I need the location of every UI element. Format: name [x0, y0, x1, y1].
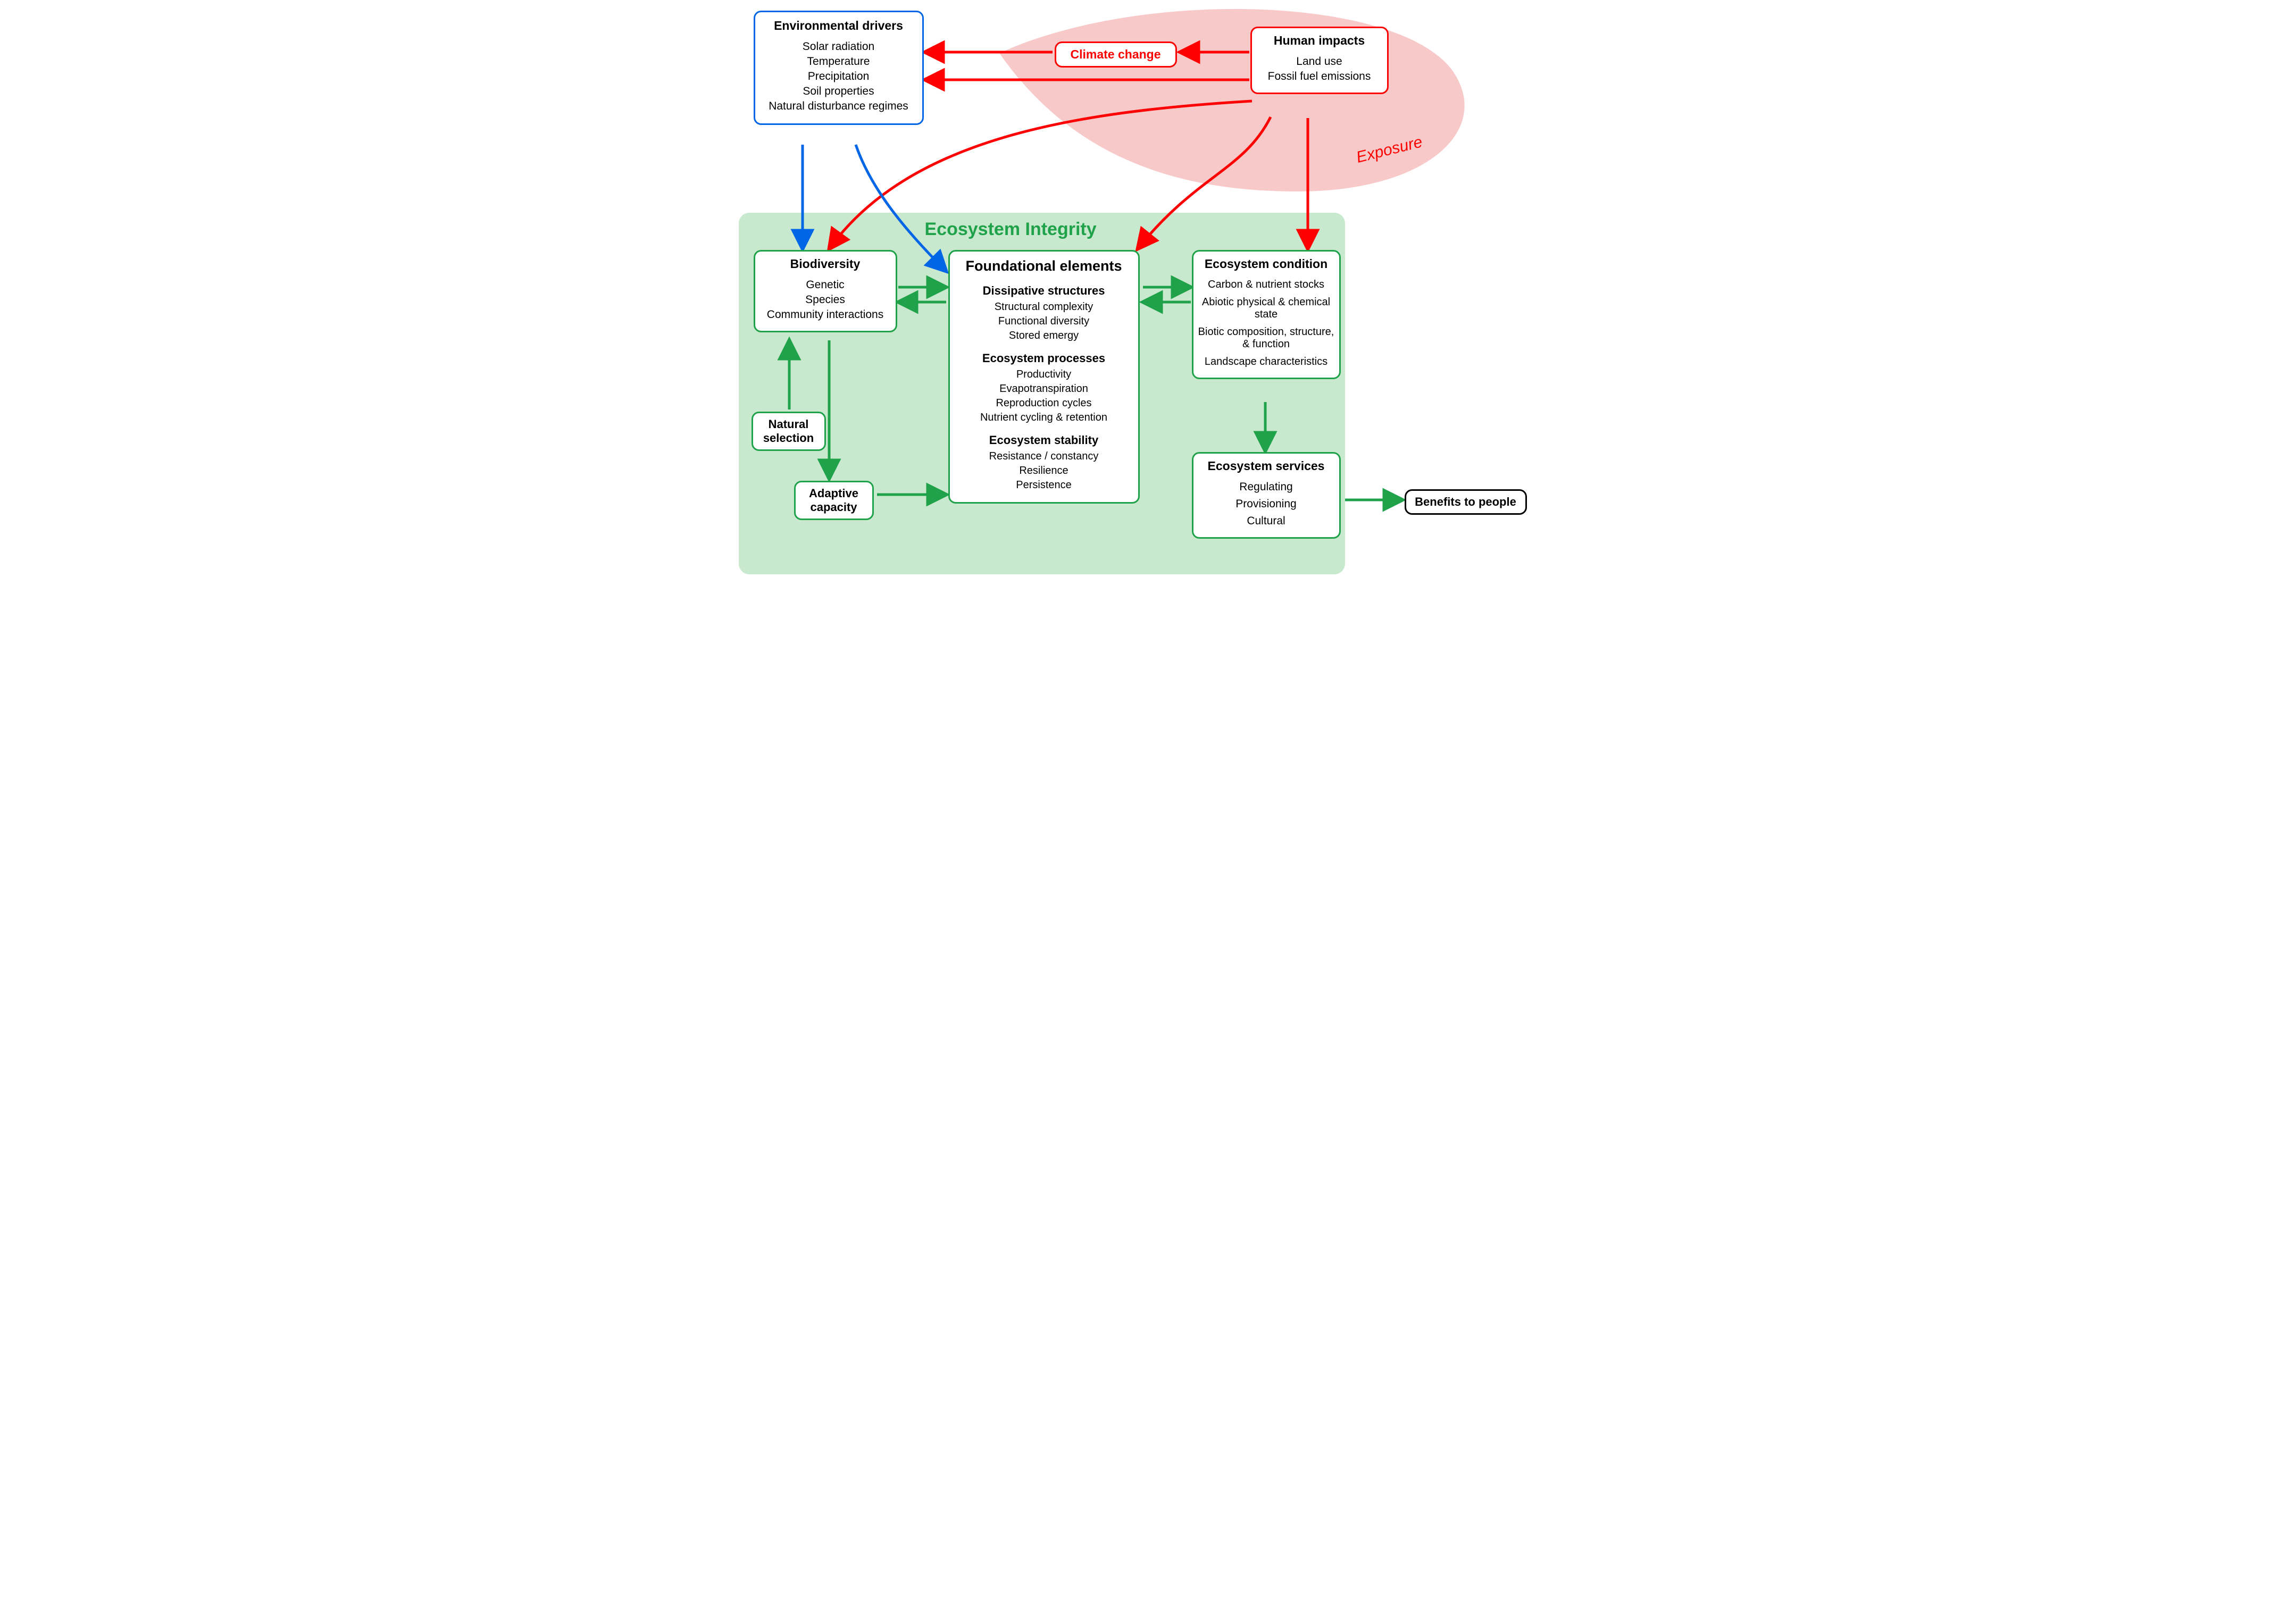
box-human-impacts: Human impacts Land use Fossil fuel emiss… [1250, 27, 1389, 94]
services-item: Cultural [1197, 515, 1336, 528]
condition-title: Ecosystem condition [1197, 257, 1336, 271]
stability-item: Resilience [953, 465, 1135, 477]
box-biodiversity: Biodiversity Genetic Species Community i… [754, 250, 897, 332]
condition-item: Landscape characteristics [1197, 356, 1336, 368]
dissipative-item: Structural complexity [953, 301, 1135, 313]
box-environmental-drivers: Environmental drivers Solar radiation Te… [754, 11, 924, 125]
services-item: Regulating [1197, 481, 1336, 494]
stability-item: Persistence [953, 479, 1135, 491]
biodiversity-item: Species [758, 294, 892, 306]
human-impacts-list: Land use Fossil fuel emissions [1255, 55, 1384, 83]
human-impacts-item: Land use [1255, 55, 1384, 68]
box-benefits-to-people: Benefits to people [1405, 489, 1527, 515]
condition-list: Carbon & nutrient stocks Abiotic physica… [1197, 279, 1336, 368]
box-ecosystem-condition: Ecosystem condition Carbon & nutrient st… [1192, 250, 1341, 379]
stability-item: Resistance / constancy [953, 450, 1135, 463]
env-drivers-item: Precipitation [759, 70, 918, 83]
env-drivers-list: Solar radiation Temperature Precipitatio… [759, 40, 918, 113]
dissipative-item: Functional diversity [953, 315, 1135, 328]
processes-heading: Ecosystem processes [953, 352, 1135, 365]
env-drivers-item: Temperature [759, 55, 918, 68]
condition-item: Biotic composition, structure, & functio… [1197, 326, 1336, 350]
box-climate-change: Climate change [1055, 41, 1177, 68]
label-exposure: Exposure [1354, 133, 1424, 167]
box-adaptive-capacity: Adaptive capacity [794, 481, 874, 520]
human-impacts-item: Fossil fuel emissions [1255, 70, 1384, 83]
services-title: Ecosystem services [1197, 459, 1336, 473]
biodiversity-title: Biodiversity [758, 257, 892, 271]
processes-item: Evapotranspiration [953, 383, 1135, 395]
env-drivers-item: Natural disturbance regimes [759, 100, 918, 113]
dissipative-heading: Dissipative structures [953, 284, 1135, 298]
climate-change-label: Climate change [1058, 47, 1173, 62]
services-item: Provisioning [1197, 498, 1336, 511]
human-impacts-title: Human impacts [1255, 34, 1384, 48]
adaptive-capacity-label: Adaptive capacity [798, 487, 870, 514]
diagram-stage: Environmental drivers Solar radiation Te… [733, 0, 1563, 585]
processes-item: Productivity [953, 369, 1135, 381]
stability-heading: Ecosystem stability [953, 433, 1135, 447]
env-drivers-title: Environmental drivers [759, 19, 918, 33]
services-list: Regulating Provisioning Cultural [1197, 481, 1336, 528]
dissipative-item: Stored emergy [953, 330, 1135, 342]
env-drivers-item: Soil properties [759, 85, 918, 98]
env-drivers-item: Solar radiation [759, 40, 918, 53]
biodiversity-item: Community interactions [758, 308, 892, 321]
processes-list: Productivity Evapotranspiration Reproduc… [953, 369, 1135, 424]
processes-item: Nutrient cycling & retention [953, 412, 1135, 424]
processes-item: Reproduction cycles [953, 397, 1135, 409]
biodiversity-list: Genetic Species Community interactions [758, 279, 892, 321]
label-ecosystem-integrity: Ecosystem Integrity [925, 219, 1097, 240]
condition-item: Abiotic physical & chemical state [1197, 296, 1336, 321]
box-natural-selection: Natural selection [752, 412, 826, 451]
natural-selection-label: Natural selection [755, 417, 822, 445]
box-foundational-elements: Foundational elements Dissipative struct… [948, 250, 1140, 504]
stability-list: Resistance / constancy Resilience Persis… [953, 450, 1135, 491]
biodiversity-item: Genetic [758, 279, 892, 291]
box-ecosystem-services: Ecosystem services Regulating Provisioni… [1192, 452, 1341, 539]
condition-item: Carbon & nutrient stocks [1197, 279, 1336, 291]
dissipative-list: Structural complexity Functional diversi… [953, 301, 1135, 342]
foundational-title: Foundational elements [953, 258, 1135, 274]
benefits-label: Benefits to people [1408, 495, 1523, 509]
